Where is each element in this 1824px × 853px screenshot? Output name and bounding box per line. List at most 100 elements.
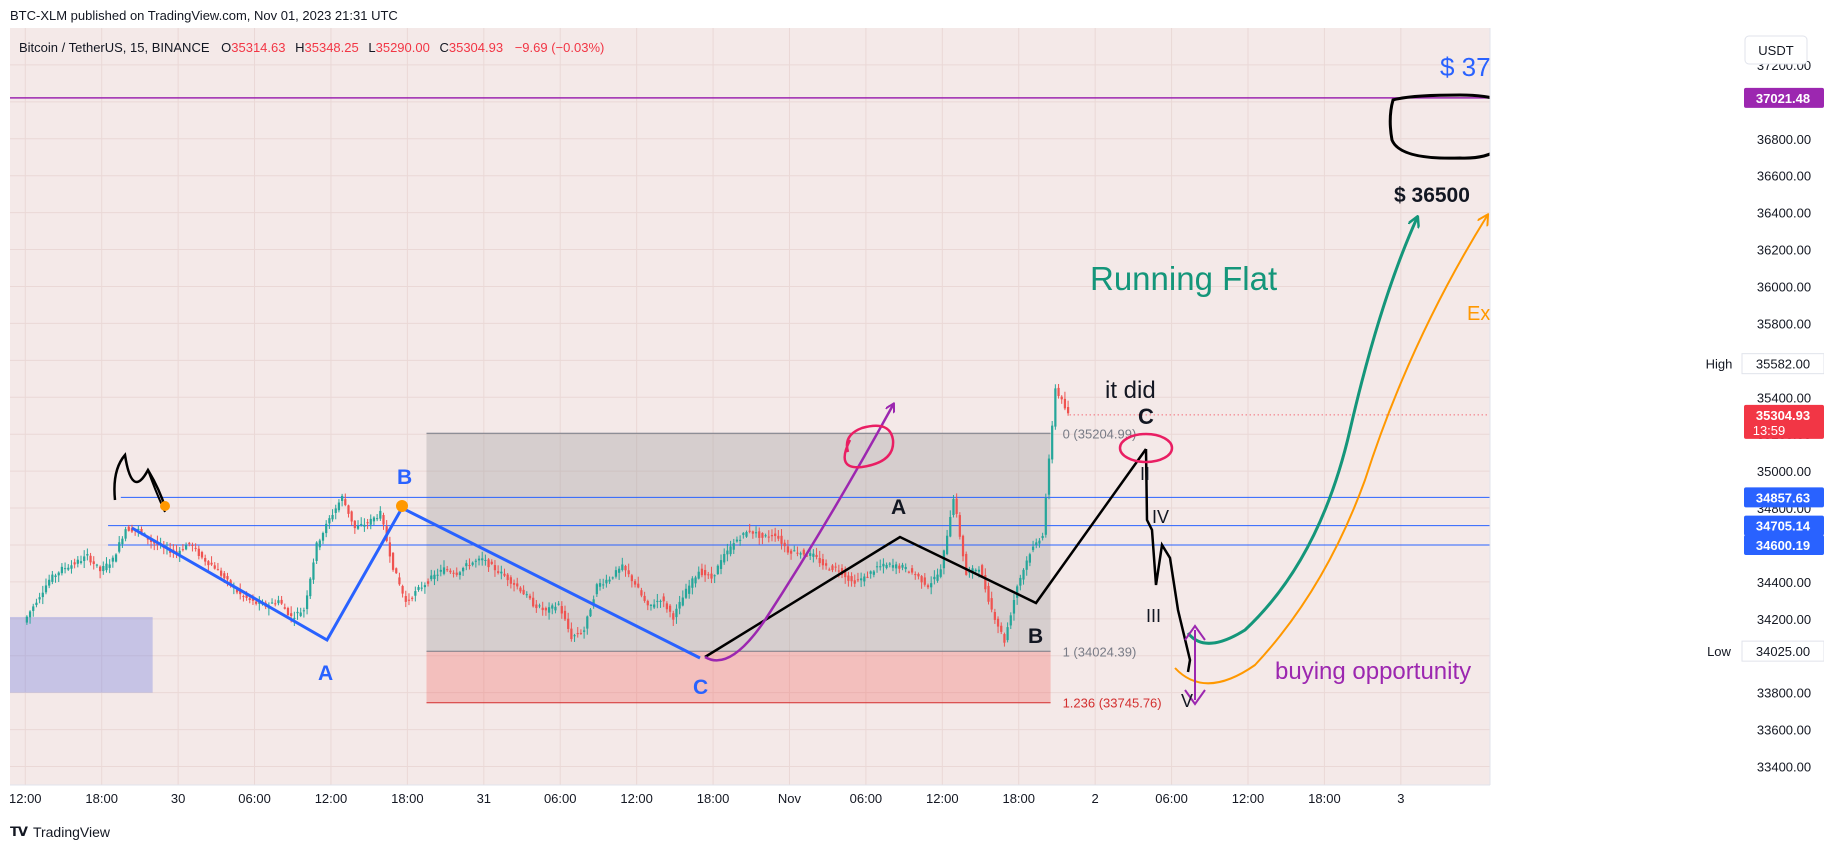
- candle-body: [446, 569, 449, 571]
- candle-body: [729, 546, 732, 555]
- black-impulse: [1144, 448, 1192, 673]
- price-tag-countdown: 13:59: [1753, 423, 1786, 438]
- candle-body: [977, 569, 981, 572]
- currency-button[interactable]: USDT: [1744, 35, 1808, 65]
- candle-body: [235, 589, 239, 593]
- candle-body: [901, 564, 904, 568]
- candle-body: [627, 570, 630, 575]
- candle-body: [891, 565, 895, 568]
- candle-body: [990, 598, 993, 610]
- wave-label-ii: II: [1140, 464, 1150, 484]
- ohlc-l-label: L: [368, 40, 375, 55]
- candle-body: [608, 579, 611, 582]
- candle-body: [219, 570, 223, 576]
- blue-zone-box: [10, 616, 153, 693]
- candle-body: [688, 585, 691, 594]
- candle-body: [656, 600, 659, 602]
- candle-body: [366, 522, 369, 524]
- candle-body: [449, 570, 452, 573]
- candle-body: [340, 495, 344, 501]
- candle-body: [659, 600, 662, 602]
- svg-text:Bitcoin / TetherUS, 15, BINANC: Bitcoin / TetherUS, 15, BINANCE O35314.6…: [19, 40, 604, 55]
- candle-body: [512, 583, 516, 585]
- candle-body: [79, 561, 83, 563]
- candle-body: [551, 605, 554, 609]
- y-tick-label: 36600.00: [1757, 169, 1811, 184]
- candle-body: [796, 552, 799, 554]
- price-tag: [1744, 487, 1824, 508]
- wave-label-c-blue: C: [693, 676, 708, 699]
- price-tag-value: 34600.19: [1756, 538, 1810, 553]
- candle-body: [121, 538, 124, 545]
- candle-body: [1012, 600, 1016, 614]
- candle-body: [538, 605, 541, 607]
- fib-retracement: 0 (35204.99) 1 (34024.39) 1.236 (33745.7…: [426, 426, 1162, 711]
- candle-body: [860, 578, 863, 581]
- candle-body: [388, 542, 391, 557]
- candle-body: [207, 561, 210, 566]
- x-tick-label: 18:00: [1002, 791, 1035, 806]
- candle-body: [76, 559, 79, 564]
- candle-body: [497, 571, 500, 573]
- candle-body: [1028, 554, 1032, 563]
- candle-body: [105, 563, 108, 571]
- candle-body: [863, 576, 866, 582]
- price-tag: [1744, 404, 1824, 439]
- x-tick-label: 18:00: [391, 791, 424, 806]
- candle-body: [404, 596, 407, 602]
- candle-body: [735, 539, 739, 542]
- candle-body: [748, 530, 751, 532]
- candle-body: [481, 558, 484, 561]
- candle-body: [363, 524, 366, 527]
- candle-body: [898, 565, 901, 569]
- tradingview-logo-icon: 𝗧𝗩: [10, 824, 28, 839]
- x-tick-label: 18:00: [697, 791, 730, 806]
- x-tick-label: 12:00: [9, 791, 42, 806]
- y-tick-label: 35000.00: [1757, 464, 1811, 479]
- target-36500: $ 36500: [1394, 184, 1470, 207]
- candle-body: [710, 573, 713, 579]
- candle-body: [1000, 625, 1003, 632]
- candle-body: [455, 572, 458, 575]
- candle-body: [347, 505, 350, 514]
- ohlc-o: 35314.63: [231, 40, 285, 55]
- y-tick-label: 34200.00: [1757, 612, 1811, 627]
- candle-body: [665, 603, 669, 610]
- candle-body: [83, 556, 86, 562]
- candle-body: [465, 563, 468, 567]
- candle-body: [60, 566, 64, 574]
- candle-body: [789, 550, 793, 554]
- candle-body: [67, 567, 70, 570]
- y-tick-label: 36800.00: [1757, 132, 1811, 147]
- candle-body: [38, 597, 41, 600]
- candle-body: [844, 571, 847, 578]
- candle-body: [210, 562, 213, 565]
- high-value: 35582.00: [1756, 357, 1810, 372]
- x-tick-label: Nov: [778, 791, 802, 806]
- candle-body: [981, 565, 984, 577]
- x-tick-label: 3: [1397, 791, 1404, 806]
- candle-body: [544, 607, 548, 611]
- wave-label-b-black: B: [1028, 625, 1043, 648]
- price-axis[interactable]: 33400.0033600.0033800.0034000.0034200.00…: [1489, 28, 1824, 785]
- tradingview-logo-text: TradingView: [32, 824, 110, 840]
- candle-body: [694, 577, 697, 584]
- candle-body: [920, 576, 923, 583]
- wave-label-iii: III: [1146, 606, 1161, 626]
- candle-body: [337, 502, 341, 511]
- candle-body: [653, 604, 656, 608]
- candle-body: [996, 618, 1000, 627]
- candle-body: [1003, 634, 1006, 643]
- candle-body: [910, 568, 914, 573]
- candle-body: [923, 577, 926, 585]
- candle-body: [726, 550, 729, 555]
- y-tick-label: 36400.00: [1757, 206, 1811, 221]
- candle-body: [563, 610, 567, 620]
- time-axis[interactable]: 12:00 18:00 30 06:00 12:00 18:00 31 06:00 12:00 1…: [9, 784, 1490, 806]
- high-label-box: [1700, 353, 1738, 374]
- candle-body: [395, 568, 398, 574]
- candle-body: [296, 611, 299, 614]
- candle-body: [885, 564, 888, 568]
- candle-body: [200, 552, 204, 558]
